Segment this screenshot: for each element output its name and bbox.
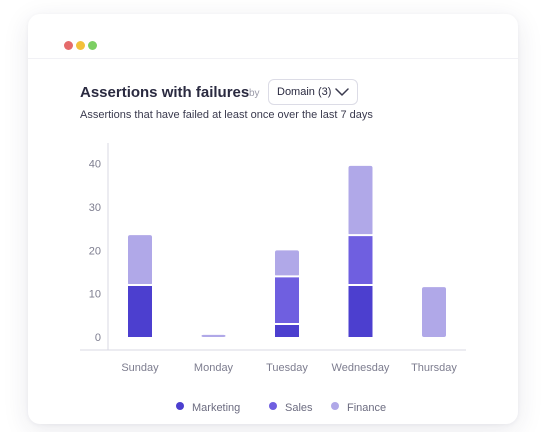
- legend-swatch-marketing: [176, 402, 184, 410]
- minimize-window-button[interactable]: [76, 41, 85, 50]
- legend-label-finance: Finance: [347, 402, 387, 414]
- bar-marketing-tuesday[interactable]: [275, 324, 299, 337]
- chart-subtitle: Assertions that have failed at least onc…: [80, 109, 373, 121]
- bar-finance-tuesday[interactable]: [275, 250, 299, 277]
- chevron-down-icon: [335, 88, 349, 96]
- x-tick-label-thursday: Thursday: [411, 362, 457, 374]
- legend-item-marketing[interactable]: Marketing: [176, 402, 240, 414]
- domain-dropdown-label: Domain (3): [277, 86, 332, 98]
- x-tick-label-monday: Monday: [194, 362, 234, 374]
- group-by-label: by: [249, 88, 260, 99]
- legend-item-sales[interactable]: Sales: [269, 402, 313, 414]
- x-tick-label-tuesday: Tuesday: [266, 362, 308, 374]
- legend-label-marketing: Marketing: [192, 402, 241, 414]
- maximize-window-button[interactable]: [88, 41, 97, 50]
- bar-marketing-sunday[interactable]: [128, 285, 152, 337]
- y-tick-label: 20: [89, 245, 101, 257]
- legend-swatch-sales: [269, 402, 277, 410]
- bar-finance-thursday[interactable]: [422, 287, 446, 337]
- bar-sales-tuesday[interactable]: [275, 276, 299, 324]
- x-tick-label-sunday: Sunday: [121, 362, 159, 374]
- legend-item-finance[interactable]: Finance: [331, 402, 386, 414]
- domain-dropdown[interactable]: Domain (3): [268, 79, 358, 105]
- x-tick-label-wednesday: Wednesday: [332, 362, 390, 374]
- legend-swatch-finance: [331, 402, 339, 410]
- bar-finance-wednesday[interactable]: [348, 165, 373, 236]
- y-tick-label: 10: [89, 289, 101, 301]
- legend-label-sales: Sales: [285, 402, 313, 414]
- stacked-bar-chart: 0 10 20 30 40 Sunday Monday Tuesday Wednesday Thu…: [80, 143, 466, 374]
- chart-legend: Marketing Sales Finance: [0, 400, 545, 418]
- bar-finance-sunday[interactable]: [128, 235, 152, 285]
- y-tick-label: 30: [89, 202, 101, 214]
- close-window-button[interactable]: [64, 41, 73, 50]
- bar-sales-wednesday[interactable]: [348, 235, 373, 285]
- y-tick-label: 0: [95, 332, 101, 344]
- window-titlebar: [28, 14, 518, 59]
- bar-marketing-wednesday[interactable]: [348, 285, 373, 337]
- chart-title: Assertions with failures: [80, 84, 250, 101]
- bar-finance-monday[interactable]: [201, 334, 226, 337]
- y-tick-label: 40: [89, 159, 101, 171]
